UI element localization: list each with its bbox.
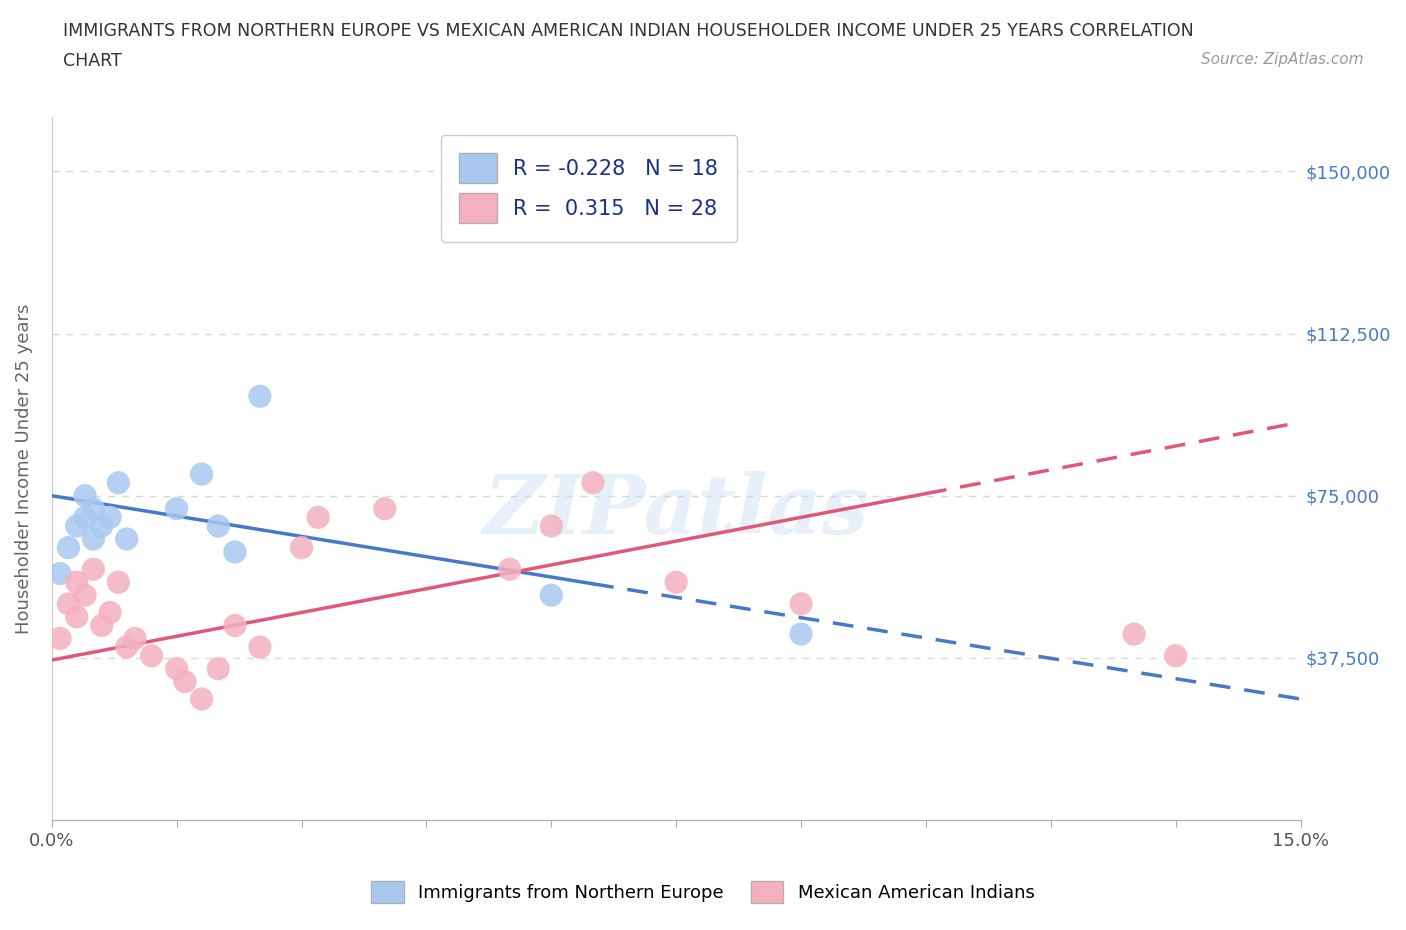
Point	[582, 475, 605, 490]
Point	[66, 575, 89, 590]
Text: Source: ZipAtlas.com: Source: ZipAtlas.com	[1201, 52, 1364, 67]
Point	[98, 510, 121, 525]
Point	[107, 475, 129, 490]
Point	[290, 540, 312, 555]
Point	[58, 596, 80, 611]
Point	[166, 661, 188, 676]
Point	[115, 640, 138, 655]
Point	[98, 605, 121, 620]
Point	[207, 519, 229, 534]
Point	[49, 566, 72, 581]
Text: ZIPatlas: ZIPatlas	[484, 471, 869, 551]
Point	[540, 588, 562, 603]
Point	[790, 596, 813, 611]
Point	[190, 467, 212, 482]
Text: IMMIGRANTS FROM NORTHERN EUROPE VS MEXICAN AMERICAN INDIAN HOUSEHOLDER INCOME UN: IMMIGRANTS FROM NORTHERN EUROPE VS MEXIC…	[63, 22, 1194, 40]
Point	[66, 519, 89, 534]
Point	[73, 488, 96, 503]
Point	[107, 575, 129, 590]
Point	[82, 562, 104, 577]
Point	[58, 540, 80, 555]
Point	[49, 631, 72, 646]
Point	[82, 501, 104, 516]
Point	[73, 510, 96, 525]
Legend: R = -0.228   N = 18, R =  0.315   N = 28: R = -0.228 N = 18, R = 0.315 N = 28	[440, 135, 737, 242]
Point	[249, 640, 271, 655]
Point	[73, 588, 96, 603]
Point	[374, 501, 396, 516]
Point	[499, 562, 522, 577]
Point	[1123, 627, 1146, 642]
Point	[166, 501, 188, 516]
Point	[190, 692, 212, 707]
Point	[1164, 648, 1187, 663]
Point	[224, 544, 246, 559]
Y-axis label: Householder Income Under 25 years: Householder Income Under 25 years	[15, 303, 32, 634]
Point	[665, 575, 688, 590]
Point	[174, 674, 197, 689]
Point	[540, 519, 562, 534]
Point	[224, 618, 246, 633]
Point	[790, 627, 813, 642]
Point	[207, 661, 229, 676]
Point	[124, 631, 146, 646]
Point	[115, 532, 138, 547]
Point	[90, 519, 112, 534]
Point	[141, 648, 163, 663]
Point	[90, 618, 112, 633]
Point	[82, 532, 104, 547]
Point	[307, 510, 329, 525]
Text: CHART: CHART	[63, 52, 122, 70]
Point	[249, 389, 271, 404]
Point	[66, 609, 89, 624]
Legend: Immigrants from Northern Europe, Mexican American Indians: Immigrants from Northern Europe, Mexican…	[363, 871, 1043, 911]
